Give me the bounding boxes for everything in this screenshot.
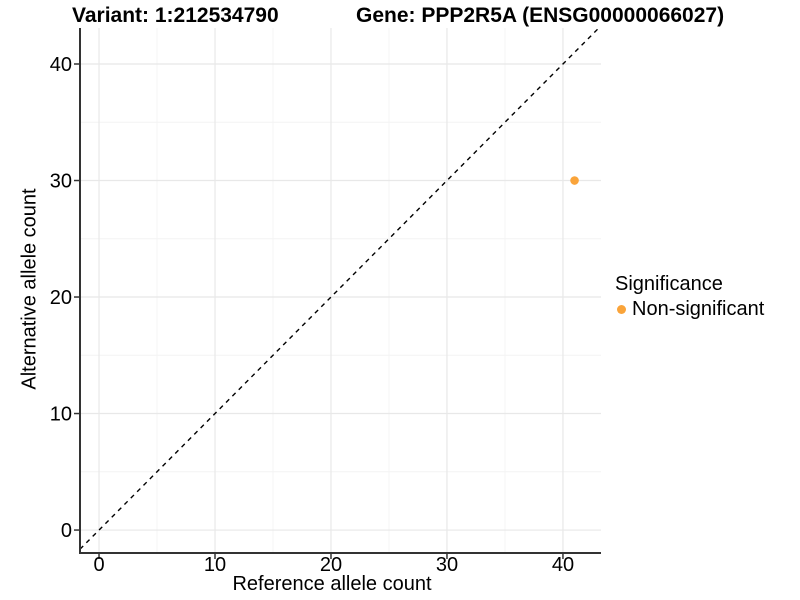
x-tick-label: 10 <box>204 554 226 576</box>
x-tick-label: 0 <box>93 554 104 576</box>
y-tick-label: 0 <box>61 520 72 542</box>
x-tick-label: 20 <box>320 554 342 576</box>
identity-reference-line <box>79 27 600 550</box>
legend-key-dot <box>617 305 626 314</box>
legend-item-label: Non-significant <box>632 298 765 320</box>
y-tick-label: 20 <box>50 287 72 309</box>
y-axis-label: Alternative allele count <box>18 188 41 390</box>
x-axis-label: Reference allele count <box>232 573 432 595</box>
y-tick-label: 10 <box>50 404 72 426</box>
x-tick-label: 40 <box>552 554 574 576</box>
data-point <box>570 176 579 185</box>
y-tick-label: 30 <box>50 171 72 193</box>
plot-title-variant: Variant: 1:212534790 <box>72 4 279 27</box>
legend-title: Significance <box>615 273 723 295</box>
y-tick-label: 40 <box>50 54 72 76</box>
x-tick-label: 30 <box>436 554 458 576</box>
legend: Significance Non-significant <box>615 273 764 321</box>
legend-item-non-significant: Non-significant <box>617 298 764 321</box>
plot-title-gene: Gene: PPP2R5A (ENSG00000066027) <box>356 4 725 27</box>
